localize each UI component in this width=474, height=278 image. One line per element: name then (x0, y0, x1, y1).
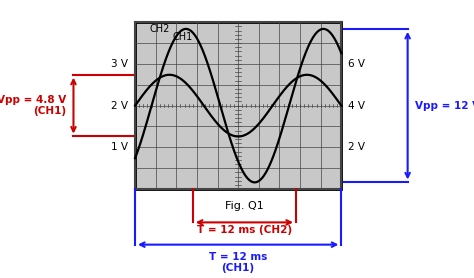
Text: T = 12 ms
(CH1): T = 12 ms (CH1) (209, 252, 267, 273)
Text: 4 V: 4 V (348, 101, 365, 111)
Text: T = 12 ms (CH2): T = 12 ms (CH2) (197, 225, 292, 235)
Text: CH2: CH2 (149, 24, 170, 34)
Text: 3 V: 3 V (111, 59, 128, 69)
Text: Vpp = 12 V (CH2): Vpp = 12 V (CH2) (415, 101, 474, 111)
Text: Fig. Q1: Fig. Q1 (225, 201, 264, 211)
Text: CH1: CH1 (172, 32, 192, 42)
Text: 6 V: 6 V (348, 59, 365, 69)
Text: Vpp = 4.8 V
(CH1): Vpp = 4.8 V (CH1) (0, 95, 66, 116)
Text: 1 V: 1 V (111, 142, 128, 152)
Text: 2 V: 2 V (111, 101, 128, 111)
Text: 2 V: 2 V (348, 142, 365, 152)
Bar (135, 22, 341, 189)
